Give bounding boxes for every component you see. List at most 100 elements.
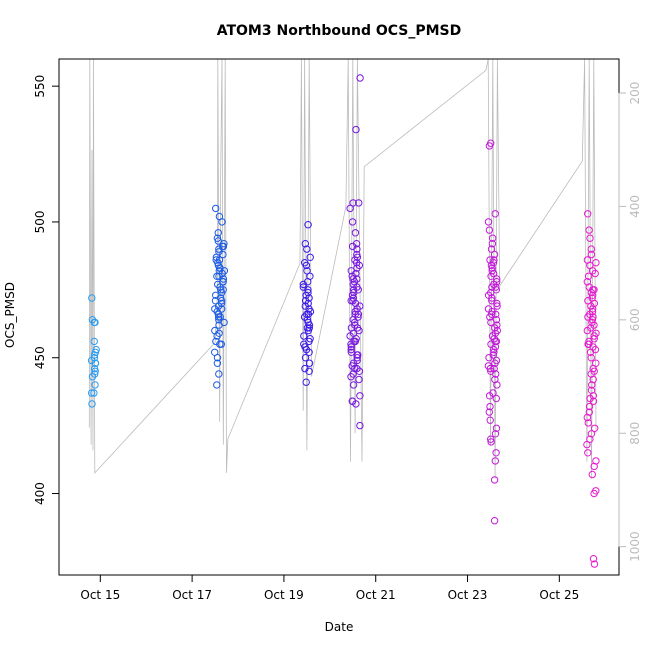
y-tick-label: 500 bbox=[33, 210, 47, 233]
data-point bbox=[88, 400, 96, 408]
data-point bbox=[493, 299, 501, 308]
data-point bbox=[349, 381, 358, 389]
data-point bbox=[211, 305, 219, 313]
data-point bbox=[219, 250, 227, 259]
data-point bbox=[349, 297, 357, 305]
data-point bbox=[490, 250, 499, 259]
data-point bbox=[346, 332, 354, 340]
data-point bbox=[214, 229, 223, 237]
data-point bbox=[493, 302, 501, 310]
data-point bbox=[490, 517, 499, 525]
data-point bbox=[492, 370, 500, 378]
y-axis-label: OCS_PMSD bbox=[3, 282, 17, 348]
data-point bbox=[349, 286, 358, 294]
data-point bbox=[219, 242, 227, 251]
data-point bbox=[216, 313, 224, 321]
data-point bbox=[356, 392, 364, 400]
data-point bbox=[490, 348, 498, 356]
data-point bbox=[487, 318, 495, 327]
data-point bbox=[584, 210, 592, 218]
data-point bbox=[492, 449, 500, 457]
data-point bbox=[355, 375, 363, 384]
data-point bbox=[590, 332, 598, 340]
right-y-tick-label: 400 bbox=[628, 195, 642, 218]
data-point bbox=[353, 324, 362, 332]
data-point bbox=[219, 278, 227, 286]
data-point bbox=[305, 337, 313, 346]
x-axis-label: Date bbox=[325, 620, 354, 634]
right-y-tick-label: 1000 bbox=[628, 531, 642, 562]
data-point bbox=[91, 318, 99, 327]
data-point bbox=[305, 367, 313, 375]
data-point bbox=[215, 329, 223, 337]
data-point bbox=[488, 294, 496, 302]
data-point bbox=[485, 354, 493, 362]
data-point bbox=[486, 402, 494, 411]
data-point bbox=[584, 419, 592, 427]
data-point bbox=[352, 400, 360, 408]
data-point bbox=[90, 337, 98, 346]
data-point bbox=[354, 310, 363, 318]
data-point bbox=[490, 476, 499, 484]
data-point bbox=[305, 348, 313, 356]
data-point bbox=[492, 283, 500, 291]
data-point bbox=[90, 364, 99, 373]
x-tick-label: Oct 17 bbox=[172, 588, 212, 602]
data-point bbox=[491, 359, 499, 367]
data-point bbox=[590, 560, 599, 568]
data-point bbox=[353, 253, 362, 261]
data-point bbox=[591, 269, 599, 278]
right-y-tick-label: 600 bbox=[628, 308, 642, 331]
right-axis-line-layer bbox=[88, 58, 597, 479]
data-point bbox=[491, 430, 500, 438]
data-point bbox=[217, 286, 225, 294]
data-point bbox=[300, 332, 308, 340]
data-point bbox=[349, 199, 357, 207]
x-tick-label: Oct 23 bbox=[448, 588, 488, 602]
data-point bbox=[88, 389, 96, 397]
data-point bbox=[592, 259, 600, 267]
data-point bbox=[218, 297, 226, 305]
data-point bbox=[302, 261, 311, 270]
data-point bbox=[486, 313, 494, 321]
data-point bbox=[588, 381, 596, 389]
data-point bbox=[303, 245, 311, 253]
data-point bbox=[215, 256, 224, 264]
data-point bbox=[590, 367, 598, 375]
data-point bbox=[589, 555, 598, 563]
right-y-axis: 200 400 600 800 1000 bbox=[618, 82, 642, 562]
data-point bbox=[215, 321, 223, 329]
data-point bbox=[486, 416, 494, 424]
data-point bbox=[88, 294, 96, 302]
data-point bbox=[299, 280, 307, 289]
data-point bbox=[490, 345, 498, 354]
data-point bbox=[587, 245, 595, 253]
data-point bbox=[584, 340, 592, 348]
data-point bbox=[306, 253, 314, 261]
y-axis: 400 450 500 550 bbox=[33, 75, 60, 505]
data-point bbox=[304, 221, 312, 229]
data-point bbox=[590, 489, 598, 498]
data-point bbox=[351, 310, 359, 318]
data-point bbox=[213, 272, 221, 280]
data-point bbox=[583, 440, 591, 449]
data-point bbox=[347, 343, 355, 351]
x-tick-label: Oct 25 bbox=[539, 588, 579, 602]
data-point bbox=[586, 234, 594, 242]
data-point bbox=[589, 291, 597, 299]
data-point bbox=[586, 435, 594, 443]
data-point bbox=[492, 424, 501, 432]
data-point bbox=[488, 240, 497, 248]
data-point bbox=[591, 424, 599, 432]
data-point bbox=[218, 218, 226, 226]
data-point bbox=[353, 351, 361, 359]
data-point bbox=[353, 364, 361, 373]
data-point bbox=[586, 394, 594, 403]
data-point bbox=[484, 218, 493, 226]
data-point bbox=[485, 226, 494, 234]
data-point bbox=[356, 74, 364, 82]
data-point bbox=[491, 457, 499, 465]
data-point bbox=[584, 297, 592, 305]
data-point bbox=[301, 354, 310, 362]
